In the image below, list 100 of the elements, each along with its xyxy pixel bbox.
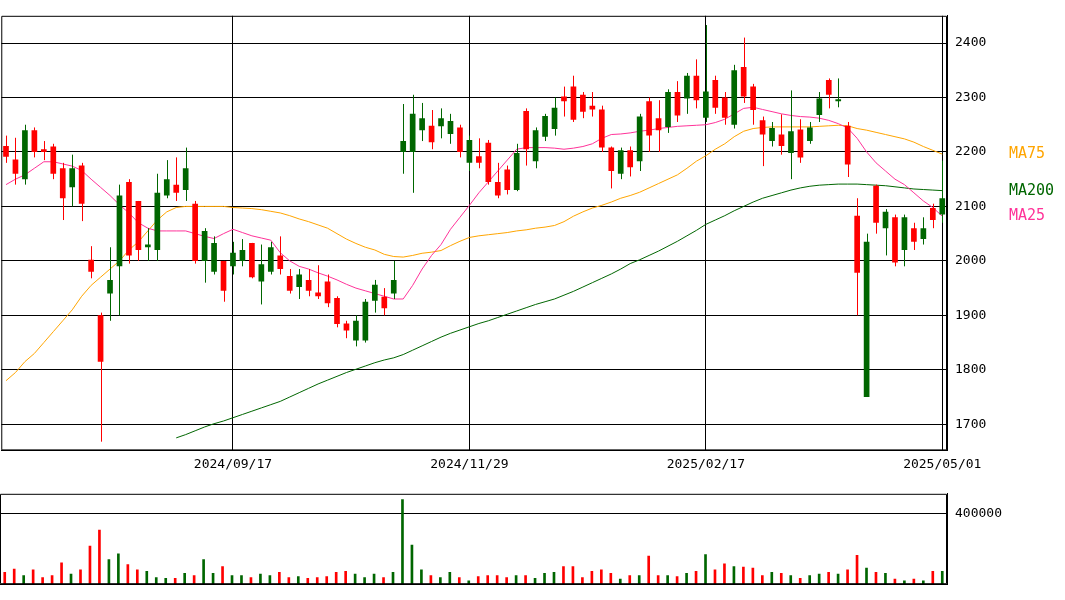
bar bbox=[79, 569, 82, 585]
bar bbox=[173, 578, 177, 585]
candlestick bbox=[40, 140, 47, 161]
candlestick bbox=[542, 113, 548, 142]
candlestick bbox=[277, 235, 284, 275]
bar bbox=[60, 562, 63, 585]
bar bbox=[524, 575, 527, 585]
bar bbox=[581, 577, 584, 585]
bar bbox=[240, 575, 243, 585]
bar bbox=[457, 577, 461, 585]
bar bbox=[798, 578, 802, 585]
bar bbox=[296, 576, 300, 585]
bar bbox=[164, 578, 168, 585]
bar bbox=[543, 572, 546, 585]
bar bbox=[666, 575, 669, 585]
candlestick bbox=[286, 268, 293, 295]
bar bbox=[363, 577, 366, 585]
bar bbox=[562, 566, 565, 585]
x-tick-label: 2024/11/29 bbox=[430, 455, 509, 471]
bar bbox=[306, 578, 310, 585]
candlestick bbox=[721, 91, 728, 126]
bar bbox=[723, 563, 726, 585]
bar bbox=[334, 571, 338, 585]
bar bbox=[3, 571, 7, 585]
x-tick-label: 2025/05/01 bbox=[903, 455, 982, 471]
bar bbox=[344, 571, 347, 585]
candlestick bbox=[107, 246, 113, 322]
bar bbox=[135, 569, 139, 585]
candlestick bbox=[646, 96, 652, 153]
text: MA25 bbox=[1009, 206, 1046, 225]
bar bbox=[448, 571, 452, 585]
bar bbox=[779, 572, 783, 585]
bar bbox=[495, 575, 499, 585]
bar bbox=[401, 499, 404, 585]
bar bbox=[22, 575, 26, 585]
x-tick-label: 2024/09/17 bbox=[193, 455, 273, 471]
bar bbox=[761, 575, 764, 585]
bar bbox=[221, 566, 224, 585]
bar bbox=[117, 553, 120, 585]
candlestick bbox=[892, 214, 898, 267]
y-tick-label: 2200 bbox=[955, 143, 987, 159]
bar bbox=[742, 566, 745, 585]
bar bbox=[420, 569, 423, 585]
bar bbox=[315, 577, 319, 585]
candlestick bbox=[807, 121, 813, 145]
bar bbox=[382, 577, 385, 585]
y-tick-label: 1900 bbox=[955, 306, 987, 322]
candlestick bbox=[476, 137, 482, 169]
bar bbox=[259, 573, 262, 585]
bar bbox=[628, 575, 632, 585]
candlestick bbox=[825, 77, 832, 109]
bar bbox=[505, 577, 508, 585]
candlestick bbox=[315, 264, 321, 300]
candlestick bbox=[494, 162, 501, 199]
candlestick bbox=[457, 124, 463, 158]
bar bbox=[609, 572, 613, 585]
candlestick bbox=[617, 147, 624, 180]
x-tick-label: 2025/02/17 bbox=[666, 455, 745, 471]
text: MA200 bbox=[1009, 180, 1055, 199]
y-tick-label: 1800 bbox=[955, 361, 987, 377]
bar bbox=[600, 569, 603, 585]
bar bbox=[808, 575, 812, 585]
candlestick bbox=[267, 241, 274, 275]
bar bbox=[12, 568, 16, 585]
bar bbox=[486, 575, 490, 585]
candlestick bbox=[296, 268, 303, 300]
bar bbox=[476, 576, 480, 585]
candlestick bbox=[598, 105, 605, 153]
y-tick-label: 400000 bbox=[955, 504, 1002, 520]
bar bbox=[789, 575, 793, 585]
y-tick-label: 2400 bbox=[955, 34, 987, 50]
bar bbox=[202, 559, 205, 585]
candlestick bbox=[163, 159, 170, 199]
bar bbox=[940, 571, 944, 585]
bar bbox=[154, 577, 158, 585]
y-tick-label: 2000 bbox=[955, 252, 987, 268]
bar bbox=[278, 571, 281, 585]
bar bbox=[41, 577, 44, 585]
bar bbox=[884, 572, 887, 585]
candlestick bbox=[504, 165, 511, 195]
bar bbox=[770, 571, 774, 585]
bar bbox=[704, 554, 707, 585]
y-tick-label: 2100 bbox=[955, 197, 987, 213]
bar bbox=[865, 567, 868, 585]
bar bbox=[439, 577, 442, 585]
bar bbox=[846, 569, 849, 585]
bar bbox=[931, 571, 935, 585]
candlestick bbox=[911, 222, 917, 251]
bar bbox=[647, 555, 651, 585]
bar bbox=[637, 575, 641, 585]
bar bbox=[183, 572, 186, 585]
text: MA75 bbox=[1009, 144, 1046, 163]
bar bbox=[98, 529, 101, 585]
candlestick bbox=[390, 260, 397, 300]
y-tick-label: 1700 bbox=[955, 415, 987, 431]
y-tick-label: 2300 bbox=[955, 88, 987, 104]
bar bbox=[325, 576, 329, 585]
bar bbox=[145, 571, 149, 585]
bar bbox=[685, 572, 688, 585]
bar bbox=[827, 571, 830, 585]
